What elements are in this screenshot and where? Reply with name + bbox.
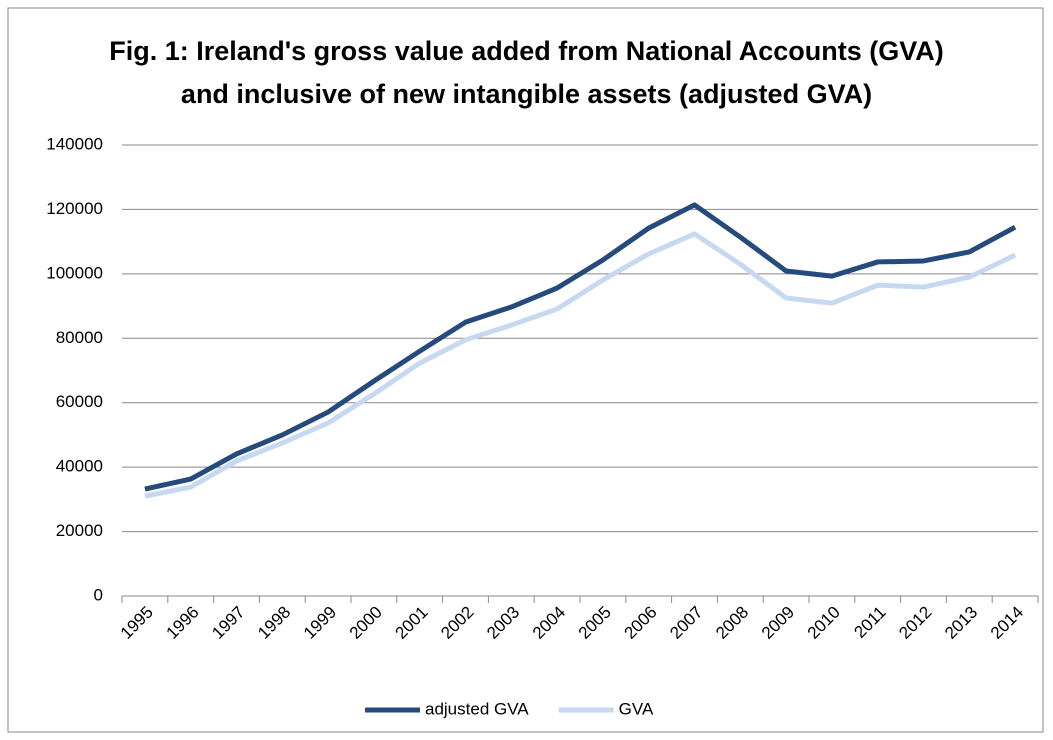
y-tick-label: 0 [94,585,103,604]
y-tick-label: 120000 [46,199,103,218]
y-tick-label: 60000 [56,392,103,411]
y-tick-label: 20000 [56,521,103,540]
legend-label: GVA [619,699,654,718]
y-tick-label: 140000 [46,134,103,153]
y-tick-label: 100000 [46,263,103,282]
chart-title: Fig. 1: Ireland's gross value added from… [109,36,944,109]
y-tick-label: 40000 [56,457,103,476]
y-tick-label: 80000 [56,328,103,347]
data-line [144,202,1017,492]
legend-label: adjusted GVA [425,699,529,718]
data-line [144,231,1017,499]
chart-border [7,7,1044,733]
